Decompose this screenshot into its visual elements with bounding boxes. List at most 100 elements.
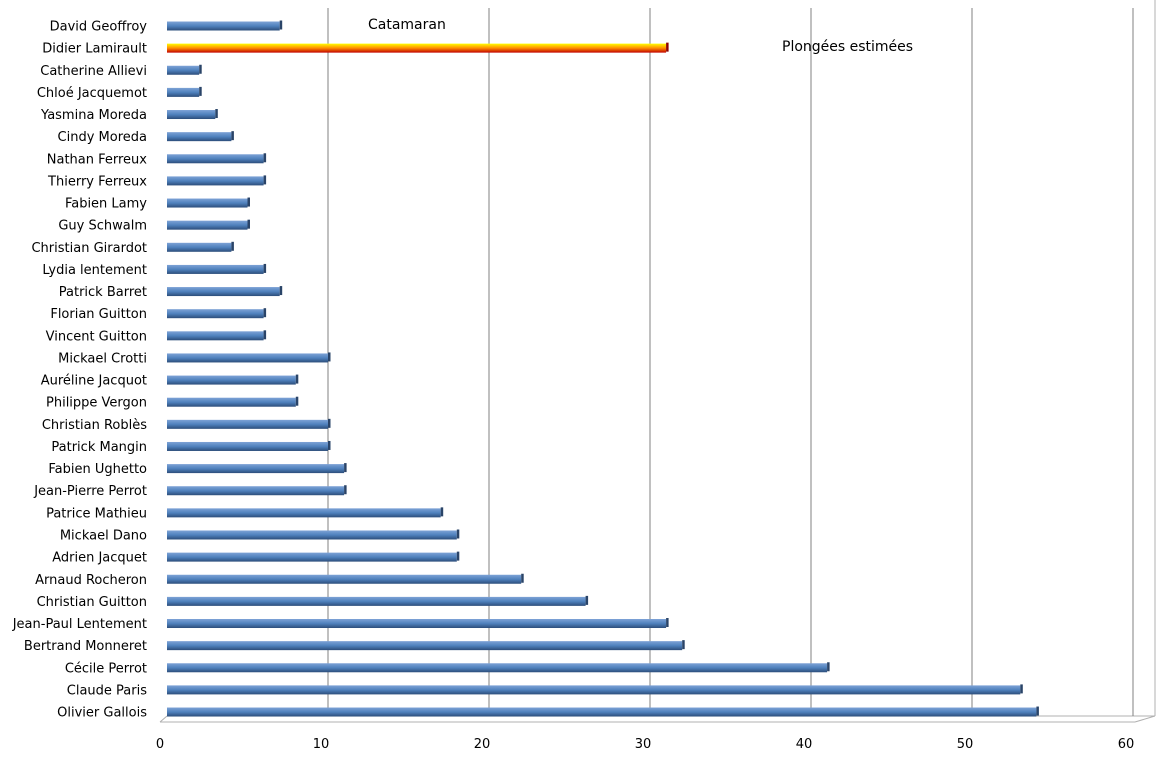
category-labels: David Geoffroy Didier Lamirault Catherine …	[12, 20, 148, 721]
bar-end-cap	[263, 308, 267, 318]
bar-face	[167, 132, 232, 142]
bar-end-cap	[279, 20, 283, 30]
category-label: Arnaud Rocheron	[35, 573, 147, 588]
bar-face	[167, 552, 457, 562]
bar-olivier-gallois	[167, 706, 1039, 717]
bar-jean-paul-lentement	[167, 618, 669, 629]
category-label: Auréline Jacquot	[41, 374, 147, 389]
category-label: Jean-Paul Lentement	[12, 617, 147, 632]
bar-cindy-moreda	[167, 131, 234, 142]
bar-didier-lamirault	[167, 42, 669, 53]
bar-face	[167, 353, 328, 363]
bar-face	[167, 220, 248, 230]
category-label: Vincent Guitton	[46, 329, 147, 344]
bar-face	[167, 685, 1021, 695]
x-tick-0: 0	[156, 737, 164, 752]
category-label: Guy Schwalm	[58, 219, 147, 234]
bar-nathan-ferreux	[167, 153, 267, 164]
bar-end-cap	[682, 640, 685, 650]
bar-patrick-barret	[167, 286, 283, 297]
x-tick-40: 40	[796, 737, 813, 752]
bar-bertrand-monneret	[167, 640, 685, 651]
bar-end-cap	[585, 595, 589, 605]
bar-patrick-mangin	[167, 440, 331, 451]
bar-end-cap	[456, 529, 460, 539]
bar-face	[167, 110, 216, 120]
bar-face	[167, 264, 264, 274]
axis-floor-depth	[159, 715, 1156, 723]
bar-face	[167, 154, 264, 164]
bar-christian-robles	[167, 418, 331, 429]
bar-face	[167, 441, 328, 451]
bar-end-cap	[521, 573, 524, 583]
bar-end-cap	[247, 219, 250, 229]
bar-end-cap	[263, 153, 267, 163]
bar-catherine-allievi	[167, 64, 202, 75]
bar-lydia-lentement	[167, 263, 267, 274]
bars	[167, 20, 1039, 717]
category-label: Patrice Mathieu	[46, 506, 147, 521]
category-label: Patrick Mangin	[51, 440, 147, 455]
bar-yasmina-moreda	[167, 109, 218, 120]
bar-arnaud-rocheron	[167, 573, 524, 584]
bar-end-cap	[344, 463, 347, 473]
category-label: Adrien Jacquet	[52, 551, 147, 566]
bar-face	[167, 619, 667, 629]
bar-face	[167, 176, 264, 186]
bar-end-cap	[263, 330, 267, 340]
bar-end-cap	[247, 197, 250, 207]
bar-fabien-lamy	[167, 197, 250, 208]
bar-end-cap	[666, 42, 669, 52]
bar-face	[167, 641, 683, 651]
category-label: Philippe Vergon	[46, 396, 147, 411]
category-label: Didier Lamirault	[42, 42, 147, 57]
bar-face	[167, 87, 200, 97]
category-label: Lydia lentement	[42, 263, 147, 278]
bar-florian-guitton	[167, 308, 267, 319]
bar-patrice-mathieu	[167, 507, 444, 518]
bar-face	[167, 486, 345, 496]
bar-face	[167, 43, 667, 53]
category-label: Bertrand Monneret	[24, 639, 147, 654]
category-label: Christian Guitton	[37, 595, 147, 610]
bar-cecile-perrot	[167, 662, 830, 673]
category-label: Mickael Crotti	[58, 351, 147, 366]
category-label: Fabien Ughetto	[48, 462, 147, 477]
bar-face	[167, 596, 586, 606]
category-label: Cécile Perrot	[65, 661, 147, 676]
category-label: Christian Girardot	[31, 241, 147, 256]
bar-end-cap	[666, 618, 669, 628]
bar-end-cap	[328, 418, 331, 428]
bar-end-cap	[1036, 706, 1039, 716]
bar-fabien-ughetto	[167, 463, 347, 474]
x-tick-30: 30	[635, 737, 652, 752]
category-label: Fabien Lamy	[65, 197, 147, 212]
category-label: Olivier Gallois	[57, 706, 147, 721]
bar-end-cap	[263, 175, 267, 185]
bar-end-cap	[295, 374, 299, 384]
category-label: Patrick Barret	[59, 285, 147, 300]
bar-aureline-jacquot	[167, 374, 299, 385]
bar-end-cap	[279, 286, 283, 296]
bar-end-cap	[231, 241, 234, 251]
bar-guy-schwalm	[167, 219, 250, 230]
bar-end-cap	[456, 551, 460, 561]
bar-philippe-vergon	[167, 396, 299, 407]
bar-jean-pierre-perrot	[167, 485, 347, 496]
bar-face	[167, 508, 441, 518]
bar-mickael-crotti	[167, 352, 331, 363]
category-label: David Geoffroy	[50, 20, 148, 35]
gridlines	[327, 8, 1134, 716]
category-label: Chloé Jacquemot	[37, 86, 147, 101]
bar-face	[167, 309, 264, 319]
bar-end-cap	[440, 507, 444, 517]
bar-end-cap	[344, 485, 347, 495]
x-tick-60: 60	[1118, 737, 1135, 752]
bar-face	[167, 331, 264, 341]
bar-face	[167, 419, 328, 429]
bar-mickael-dano	[167, 529, 460, 540]
bar-face	[167, 663, 828, 673]
bar-end-cap	[1020, 684, 1023, 694]
bar-end-cap	[263, 263, 267, 273]
